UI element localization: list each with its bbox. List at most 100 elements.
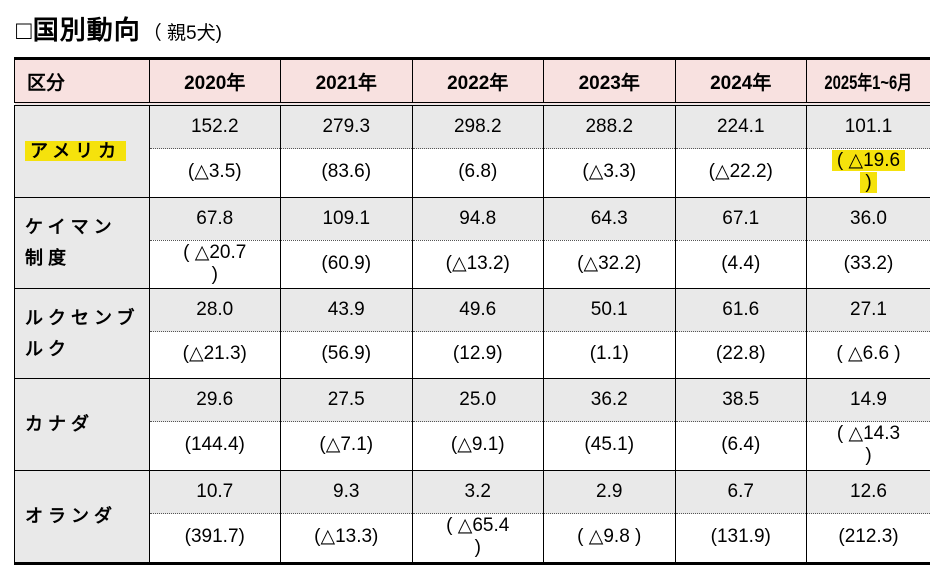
- paren-cell: (△22.2): [674, 148, 807, 198]
- value-cell: 279.3: [280, 104, 412, 149]
- table-header-row: 区分 2020年 2021年 2022年 2023年 2024年 2025年1~6月: [14, 57, 930, 106]
- table-row-values: オランダ 10.7 9.3 3.2 2.9 6.7 12.6: [14, 470, 930, 565]
- value-cell: 298.2: [411, 104, 544, 149]
- value-cell: 12.6: [806, 470, 930, 514]
- header-cell-year: 2023年: [543, 57, 675, 106]
- table-header: 区分 2020年 2021年 2022年 2023年 2024年 2025年1~6月: [14, 57, 930, 106]
- value-cell: 43.9: [280, 288, 412, 332]
- table-row-parens: (△3.5) (83.6) (6.8) (△3.3) (△22.2) ( △19.6 ): [15, 148, 930, 198]
- country-block: カナダ 29.6 27.5 25.0 36.2 38.5 14.9 (144.4) (△7.1)…: [14, 378, 930, 472]
- value-cell: 36.2: [543, 378, 675, 422]
- value-cell: 38.5: [674, 378, 807, 422]
- paren-cell: (12.9): [411, 331, 544, 380]
- paren-cell: ( △9.8 ): [543, 513, 675, 565]
- paren-cell: ( △20.7 ): [148, 239, 281, 290]
- table-row-values: アメリカ 152.2 279.3 298.2 288.2 224.1 101.1: [14, 104, 930, 198]
- country-name-label: ケイマン 制度: [25, 217, 117, 269]
- value-cell: 49.6: [411, 288, 544, 332]
- value-cell: 101.1: [806, 104, 930, 149]
- header-cell-year: 2020年: [148, 57, 281, 106]
- table-row-values: ケイマン 制度 67.8 109.1 94.8 64.3 67.1 36.0: [14, 197, 930, 290]
- paren-cell: ( △14.3 ): [806, 421, 930, 472]
- paren-cell: (56.9): [280, 331, 412, 380]
- paren-cell: ( △65.4 ): [411, 513, 544, 565]
- table-row-parens: (391.7) (△13.3)( △65.4 )( △9.8 ) (131.9) (2…: [15, 513, 930, 565]
- paren-cell: (60.9): [280, 239, 412, 290]
- paren-cell: (△21.3): [148, 331, 281, 380]
- table-row-parens: ( △20.7 ) (60.9) (△13.2) (△32.2) (4.4) (33.2): [15, 239, 930, 290]
- value-cell: 14.9: [806, 378, 930, 422]
- header-cell-year: 2021年: [280, 57, 412, 106]
- value-cell: 94.8: [411, 197, 544, 241]
- value-cell: 10.7: [148, 470, 281, 514]
- header-cell-year-label: 2025年1~6月: [824, 72, 913, 94]
- paren-cell: (144.4): [148, 421, 281, 472]
- country-block: オランダ 10.7 9.3 3.2 2.9 6.7 12.6 (391.7) (△13.3)( …: [14, 470, 930, 565]
- paren-cell: (△3.3): [543, 148, 675, 198]
- value-cell: 64.3: [543, 197, 675, 241]
- country-name-label: オランダ: [25, 506, 117, 527]
- country-block: ケイマン 制度 67.8 109.1 94.8 64.3 67.1 36.0( △20.7 …: [14, 197, 930, 290]
- paren-cell: (△13.2): [411, 239, 544, 290]
- header-cell-year: 2022年: [411, 57, 544, 106]
- country-trend-table: 区分 2020年 2021年 2022年 2023年 2024年 2025年1~6月 アメリ…: [14, 57, 930, 565]
- paren-cell: (1.1): [543, 331, 675, 380]
- value-cell: 50.1: [543, 288, 675, 332]
- country-name-label: カナダ: [25, 414, 94, 435]
- paren-cell: (△3.5): [148, 148, 281, 198]
- country-name-cell: ルクセンブ ルク: [14, 288, 149, 380]
- paren-cell: (22.8): [674, 331, 807, 380]
- page-title-suffix: （ 親5犬): [142, 23, 222, 44]
- paren-cell: (212.3): [806, 513, 930, 565]
- paren-cell: (6.4): [674, 421, 807, 472]
- paren-cell: (45.1): [543, 421, 675, 472]
- value-cell: 224.1: [674, 104, 807, 149]
- country-block: アメリカ 152.2 279.3 298.2 288.2 224.1 101.1 (△3.5)…: [14, 104, 930, 198]
- value-cell: 67.8: [148, 197, 281, 241]
- paren-cell: (△9.1): [411, 421, 544, 472]
- value-cell: 288.2: [543, 104, 675, 149]
- page-title: □国別動向 （ 親5犬): [16, 10, 944, 47]
- value-cell: 2.9: [543, 470, 675, 514]
- value-cell: 28.0: [148, 288, 281, 332]
- country-name-cell: オランダ: [14, 470, 149, 565]
- paren-cell: (391.7): [148, 513, 281, 565]
- header-cell-kubun: 区分: [14, 57, 149, 106]
- value-cell: 36.0: [806, 197, 930, 241]
- paren-cell: (△7.1): [280, 421, 412, 472]
- page-title-main: □国別動向: [16, 15, 141, 45]
- paren-cell: ( △19.6 ): [806, 148, 930, 198]
- paren-cell: (4.4): [674, 239, 807, 290]
- country-name-label: アメリカ: [25, 141, 127, 162]
- paren-cell: (83.6): [280, 148, 412, 198]
- paren-cell: (△32.2): [543, 239, 675, 290]
- value-cell: 67.1: [674, 197, 807, 241]
- paren-cell: (△13.3): [280, 513, 412, 565]
- value-cell: 27.1: [806, 288, 930, 332]
- header-cell-year: 2025年1~6月: [806, 57, 930, 106]
- header-cell-year: 2024年: [674, 57, 807, 106]
- paren-cell: (131.9): [674, 513, 807, 565]
- value-cell: 3.2: [411, 470, 544, 514]
- country-name-cell: アメリカ: [14, 104, 149, 198]
- value-cell: 6.7: [674, 470, 807, 514]
- country-block: ルクセンブ ルク 28.0 43.9 49.6 50.1 61.6 27.1 (△21.3)(…: [14, 288, 930, 380]
- value-cell: 25.0: [411, 378, 544, 422]
- highlighted-value: ( △19.6 ): [831, 150, 906, 193]
- value-cell: 29.6: [148, 378, 281, 422]
- country-name-cell: ケイマン 制度: [14, 197, 149, 290]
- table-row-values: カナダ 29.6 27.5 25.0 36.2 38.5 14.9: [14, 378, 930, 472]
- paren-cell: ( △6.6 ): [806, 331, 930, 380]
- table-row-parens: (△21.3) (56.9) (12.9) (1.1) (22.8)( △6.6 ): [15, 331, 930, 380]
- table-row-parens: (144.4) (△7.1) (△9.1) (45.1) (6.4)( △14.3 ): [15, 421, 930, 472]
- paren-cell: (33.2): [806, 239, 930, 290]
- value-cell: 61.6: [674, 288, 807, 332]
- paren-cell: (6.8): [411, 148, 544, 198]
- country-name-cell: カナダ: [14, 378, 149, 472]
- country-name-label: ルクセンブ ルク: [25, 308, 140, 359]
- value-cell: 9.3: [280, 470, 412, 514]
- value-cell: 109.1: [280, 197, 412, 241]
- value-cell: 27.5: [280, 378, 412, 422]
- value-cell: 152.2: [148, 104, 281, 149]
